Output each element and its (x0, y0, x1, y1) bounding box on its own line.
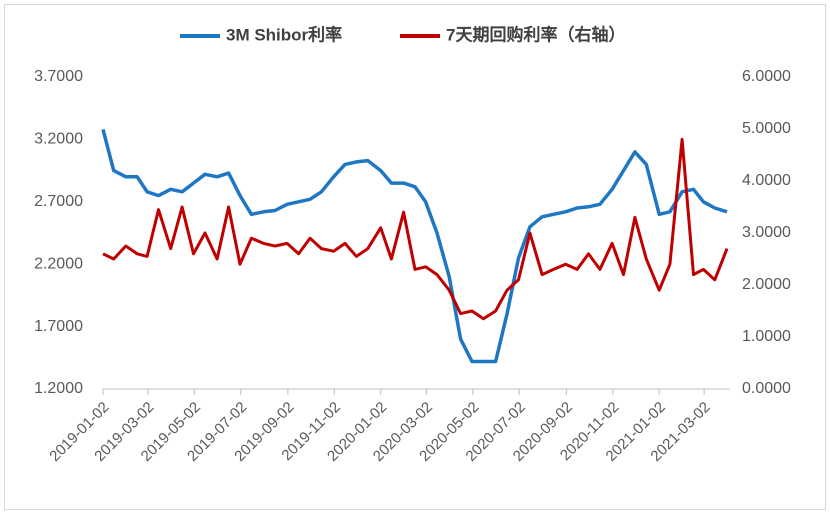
series-line (102, 137, 729, 321)
y2-tick-label: 5.0000 (742, 120, 791, 137)
y2-tick-label: 6.0000 (742, 68, 791, 85)
chart-border (4, 4, 826, 510)
legend-label: 7天期回购利率（右轴） (446, 24, 625, 44)
y2-tick-label: 3.0000 (742, 224, 791, 241)
y-tick-label: 3.2000 (34, 131, 83, 148)
y2-tick-label: 2.0000 (742, 276, 791, 293)
y2-tick-label: 0.0000 (742, 380, 791, 397)
y2-tick-label: 1.0000 (742, 328, 791, 345)
legend-label: 3M Shibor利率 (226, 24, 342, 44)
y-tick-label: 1.2000 (34, 380, 83, 397)
y-tick-label: 3.7000 (34, 68, 83, 85)
y-tick-label: 1.7000 (34, 318, 83, 335)
y-tick-label: 2.2000 (34, 255, 83, 272)
y2-tick-label: 4.0000 (742, 172, 791, 189)
y-tick-label: 2.7000 (34, 193, 83, 210)
series-line (101, 128, 728, 364)
